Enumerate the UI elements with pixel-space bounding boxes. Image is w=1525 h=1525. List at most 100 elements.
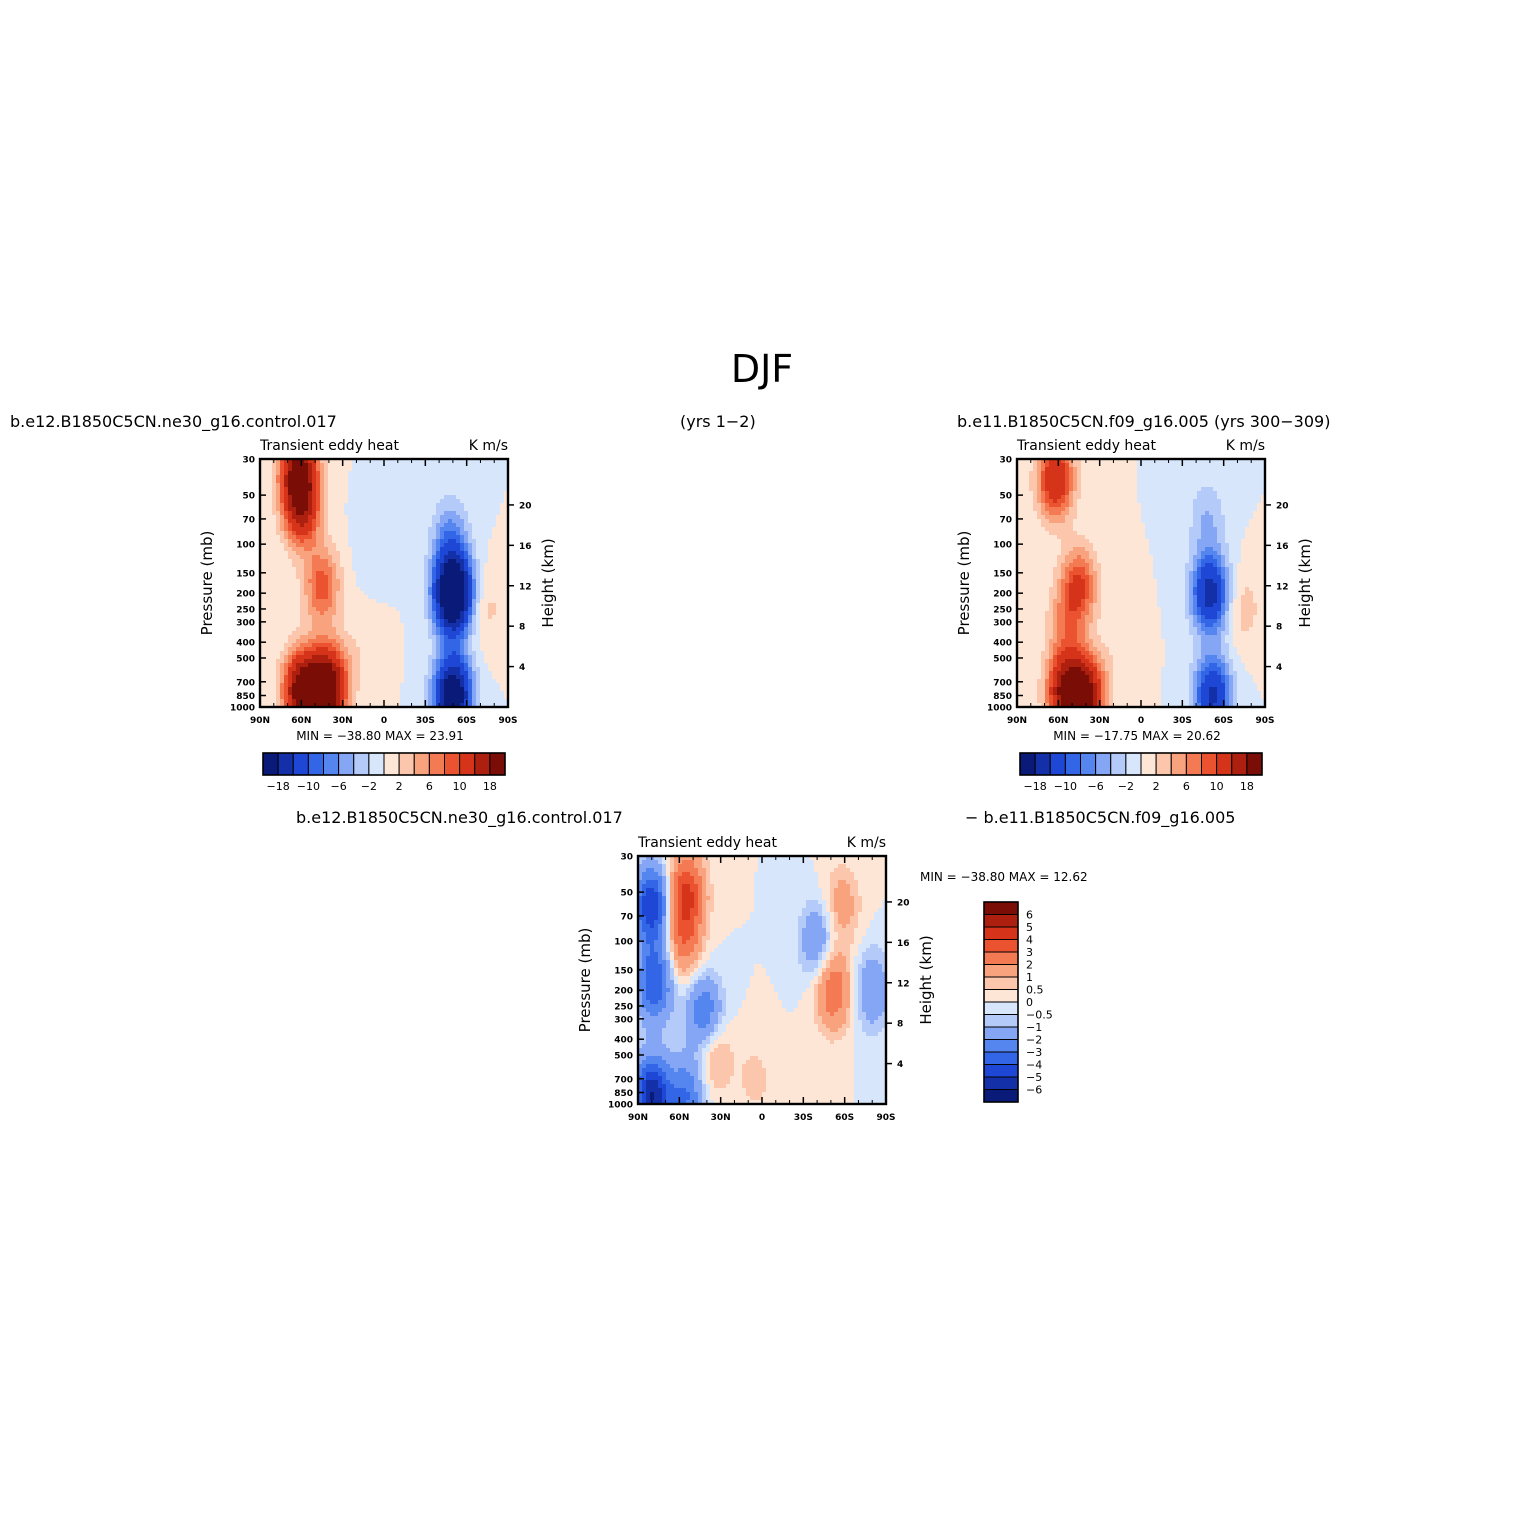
contour-cell	[344, 543, 349, 548]
contour-cell	[356, 591, 361, 596]
contour-cell	[1037, 519, 1042, 524]
contour-cell	[308, 559, 313, 564]
contour-cell	[268, 471, 273, 476]
contour-cell	[364, 471, 369, 476]
contour-cell	[440, 563, 445, 568]
contour-cell	[476, 623, 481, 628]
contour-cell	[412, 547, 417, 552]
contour-cell	[500, 619, 505, 624]
contour-cell	[464, 499, 469, 504]
contour-cell	[400, 595, 405, 600]
contour-cell	[440, 555, 445, 560]
contour-cell	[372, 475, 377, 480]
contour-cell	[468, 655, 473, 660]
contour-cell	[492, 535, 497, 540]
contour-cell	[1201, 491, 1206, 496]
contour-cell	[284, 623, 289, 628]
contour-cell	[1241, 475, 1246, 480]
contour-cell	[500, 495, 505, 500]
contour-cell	[284, 651, 289, 656]
contour-cell	[492, 523, 497, 528]
colorbar-swatch	[474, 752, 491, 776]
contour-cell	[320, 651, 325, 656]
contour-cell	[1113, 495, 1118, 500]
contour-cell	[268, 591, 273, 596]
contour-cell	[420, 503, 425, 508]
contour-cell	[1025, 459, 1030, 464]
contour-cell	[340, 591, 345, 596]
contour-cell	[328, 519, 333, 524]
contour-cell	[1101, 463, 1106, 468]
contour-cell	[460, 515, 465, 520]
contour-cell	[484, 599, 489, 604]
contour-cell	[444, 587, 449, 592]
contour-cell	[408, 671, 413, 676]
contour-cell	[1141, 479, 1146, 484]
contour-cell	[336, 483, 341, 488]
contour-cell	[400, 543, 405, 548]
contour-cell	[348, 459, 353, 464]
contour-cell	[320, 627, 325, 632]
contour-cell	[1237, 503, 1242, 508]
y-tick-label: 150	[236, 569, 255, 579]
contour-cell	[448, 635, 453, 640]
contour-cell	[440, 463, 445, 468]
contour-cell	[376, 615, 381, 620]
contour-cell	[460, 487, 465, 492]
contour-cell	[436, 691, 441, 696]
contour-cell	[500, 603, 505, 608]
contour-cell	[1217, 479, 1222, 484]
contour-cell	[452, 523, 457, 528]
contour-cell	[480, 583, 485, 588]
contour-cell	[452, 475, 457, 480]
contour-cell	[300, 563, 305, 568]
contour-cell	[1049, 495, 1054, 500]
contour-cell	[364, 699, 369, 704]
contour-cell	[432, 675, 437, 680]
contour-cell	[488, 655, 493, 660]
contour-cell	[428, 515, 433, 520]
contour-cell	[300, 567, 305, 572]
contour-cell	[272, 671, 277, 676]
contour-cell	[1041, 519, 1046, 524]
contour-cell	[360, 679, 365, 684]
contour-cell	[460, 491, 465, 496]
contour-cell	[504, 627, 509, 632]
contour-cell	[372, 591, 377, 596]
contour-cell	[1105, 495, 1110, 500]
contour-cell	[480, 535, 485, 540]
contour-cell	[432, 479, 437, 484]
contour-cell	[392, 503, 397, 508]
contour-cell	[356, 487, 361, 492]
contour-cell	[1185, 499, 1190, 504]
contour-cell	[480, 491, 485, 496]
contour-cell	[1161, 483, 1166, 488]
contour-cell	[420, 563, 425, 568]
contour-cell	[368, 495, 373, 500]
contour-cell	[276, 655, 281, 660]
contour-cell	[464, 651, 469, 656]
colorbar-label: 6	[426, 780, 433, 793]
contour-cell	[288, 579, 293, 584]
contour-cell	[284, 655, 289, 660]
contour-cell	[492, 539, 497, 544]
contour-cell	[392, 539, 397, 544]
contour-cell	[280, 655, 285, 660]
contour-cell	[1233, 471, 1238, 476]
contour-cell	[320, 555, 325, 560]
contour-cell	[1189, 475, 1194, 480]
contour-cell	[260, 631, 265, 636]
contour-cell	[348, 667, 353, 672]
contour-cell	[496, 611, 501, 616]
contour-cell	[456, 679, 461, 684]
contour-cell	[388, 683, 393, 688]
contour-cell	[396, 487, 401, 492]
contour-cell	[400, 563, 405, 568]
contour-cell	[448, 687, 453, 692]
contour-cell	[1117, 511, 1122, 516]
contour-cell	[264, 551, 269, 556]
contour-cell	[296, 647, 301, 652]
contour-cell	[1225, 507, 1230, 512]
contour-cell	[1017, 471, 1022, 476]
contour-cell	[396, 483, 401, 488]
